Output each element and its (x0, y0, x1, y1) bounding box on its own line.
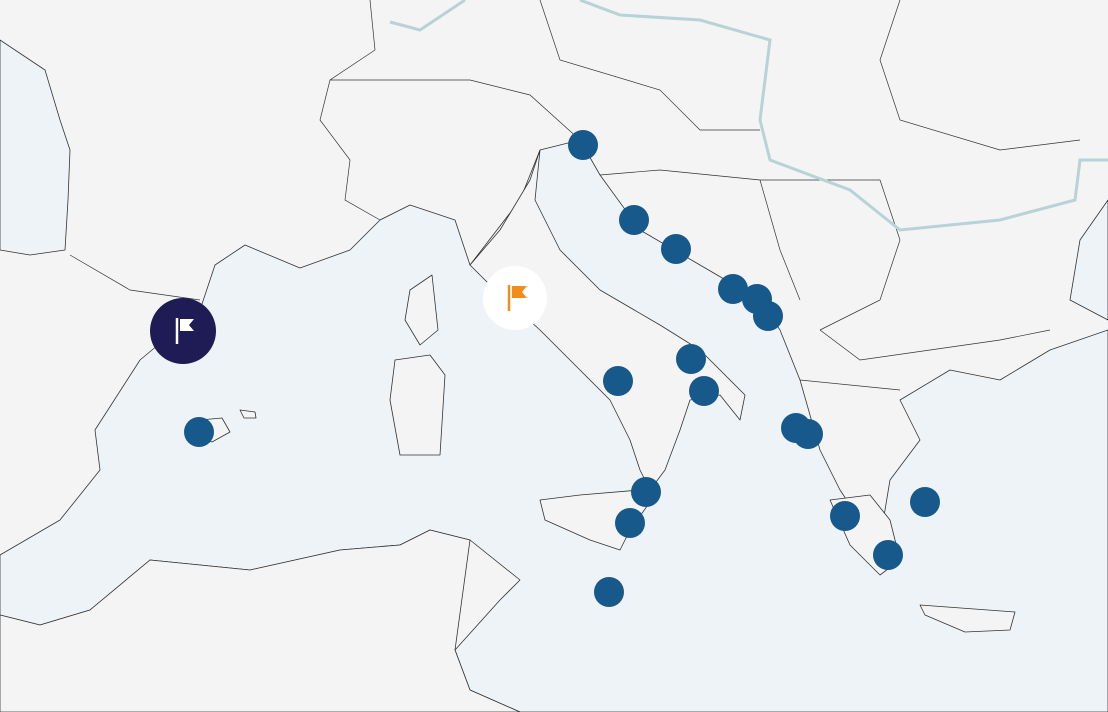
stop-marker[interactable] (631, 477, 661, 507)
stop-marker[interactable] (873, 540, 903, 570)
end-marker[interactable] (483, 266, 547, 330)
stop-marker[interactable] (661, 234, 691, 264)
stop-marker[interactable] (568, 130, 598, 160)
country-borders (69, 0, 1081, 391)
stop-marker[interactable] (594, 577, 624, 607)
stop-marker[interactable] (676, 344, 706, 374)
stop-marker[interactable] (718, 274, 748, 304)
stop-marker[interactable] (184, 417, 214, 447)
stop-marker[interactable] (603, 366, 633, 396)
stop-marker[interactable] (793, 419, 823, 449)
stop-marker[interactable] (689, 376, 719, 406)
start-marker[interactable] (150, 298, 216, 364)
crete (919, 604, 1016, 633)
corsica (404, 274, 439, 346)
africa (0, 529, 521, 712)
stop-marker[interactable] (830, 501, 860, 531)
stop-marker[interactable] (619, 205, 649, 235)
sardinia (389, 354, 446, 456)
stop-marker[interactable] (753, 301, 783, 331)
stops (184, 130, 940, 607)
atlantic (0, 39, 71, 256)
river (389, 0, 1108, 232)
stop-marker[interactable] (615, 508, 645, 538)
stop-marker[interactable] (910, 487, 940, 517)
black-sea (1069, 199, 1108, 321)
italy (469, 149, 746, 491)
